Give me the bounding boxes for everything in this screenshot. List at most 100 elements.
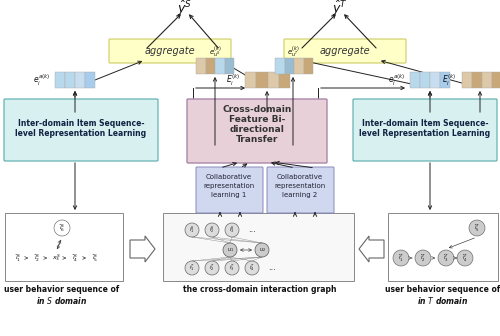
Text: $\hat{y}^S$: $\hat{y}^S$ <box>178 0 192 17</box>
Text: $i_4^T$: $i_4^T$ <box>249 263 255 274</box>
Text: $i_2^S$: $i_2^S$ <box>209 224 215 236</box>
Bar <box>304 58 313 74</box>
Bar <box>196 58 205 74</box>
Bar <box>294 58 304 74</box>
Text: $\hat{i}_1^T$: $\hat{i}_1^T$ <box>398 252 404 263</box>
Text: representation: representation <box>204 183 254 189</box>
Bar <box>275 58 284 74</box>
Bar <box>472 72 482 88</box>
Text: aggregate: aggregate <box>320 46 370 56</box>
Text: $i_1^S$: $i_1^S$ <box>189 224 195 236</box>
Text: $e_{u^S}^{(k)}$: $e_{u^S}^{(k)}$ <box>208 44 222 59</box>
Text: $\hat{i}_5^S$: $\hat{i}_5^S$ <box>92 252 98 264</box>
Bar <box>55 72 65 88</box>
Text: ...: ... <box>248 225 256 235</box>
Circle shape <box>469 220 485 236</box>
FancyBboxPatch shape <box>187 99 327 163</box>
Bar <box>268 72 279 88</box>
Bar <box>224 58 234 74</box>
Bar <box>482 72 492 88</box>
Circle shape <box>205 223 219 237</box>
Text: $x_3^S$: $x_3^S$ <box>52 253 60 263</box>
Text: $i_3^T$: $i_3^T$ <box>229 263 235 274</box>
Text: $u_2$: $u_2$ <box>258 246 266 254</box>
FancyBboxPatch shape <box>267 167 334 213</box>
Text: the cross-domain interaction graph: the cross-domain interaction graph <box>183 286 337 294</box>
Bar <box>410 72 420 88</box>
Text: Collaborative: Collaborative <box>206 174 252 180</box>
Bar <box>215 58 224 74</box>
Circle shape <box>438 250 454 266</box>
Text: $\hat{i}_4^T$: $\hat{i}_4^T$ <box>462 252 468 263</box>
Circle shape <box>225 223 239 237</box>
Text: Feature Bi-: Feature Bi- <box>229 116 285 125</box>
Text: in $S$ domain: in $S$ domain <box>36 294 88 305</box>
Bar <box>75 72 85 88</box>
FancyBboxPatch shape <box>109 39 231 63</box>
Bar <box>430 72 440 88</box>
Circle shape <box>393 250 409 266</box>
FancyArrow shape <box>130 236 155 262</box>
Text: $\hat{i}_4^S$: $\hat{i}_4^S$ <box>72 252 78 264</box>
Text: user behavior sequence of: user behavior sequence of <box>386 286 500 294</box>
Text: learning 1: learning 1 <box>212 192 246 198</box>
Bar <box>206 58 215 74</box>
Bar <box>5 213 123 281</box>
Text: $\hat{y}^T$: $\hat{y}^T$ <box>332 0 348 17</box>
Text: level Representation Learning: level Representation Learning <box>360 128 490 137</box>
Text: Inter-domain Item Sequence-: Inter-domain Item Sequence- <box>18 119 144 127</box>
Bar <box>492 72 500 88</box>
Text: ...: ... <box>268 263 276 272</box>
Text: $\hat{i}_2^S$: $\hat{i}_2^S$ <box>34 252 40 264</box>
Circle shape <box>185 261 199 275</box>
Bar <box>256 72 268 88</box>
Text: Collaborative: Collaborative <box>277 174 323 180</box>
Bar <box>462 72 472 88</box>
Text: Cross-domain: Cross-domain <box>222 106 292 115</box>
Circle shape <box>185 223 199 237</box>
Bar <box>245 72 256 88</box>
Text: $e_i^{a(k)}$: $e_i^{a(k)}$ <box>388 72 406 88</box>
Bar <box>284 58 294 74</box>
Text: $i_1^T$: $i_1^T$ <box>189 263 195 274</box>
FancyArrow shape <box>359 236 384 262</box>
Text: $E_i^{(k)}$: $E_i^{(k)}$ <box>226 72 240 88</box>
Circle shape <box>255 243 269 257</box>
Circle shape <box>223 243 237 257</box>
Circle shape <box>205 261 219 275</box>
Text: learning 2: learning 2 <box>282 192 318 198</box>
Bar <box>440 72 450 88</box>
Text: $u_1$: $u_1$ <box>226 246 234 254</box>
Text: Inter-domain Item Sequence-: Inter-domain Item Sequence- <box>362 119 488 127</box>
Text: in $T$ domain: in $T$ domain <box>418 294 469 305</box>
Circle shape <box>225 261 239 275</box>
FancyBboxPatch shape <box>284 39 406 63</box>
Text: level Representation Learning: level Representation Learning <box>16 128 146 137</box>
Text: aggregate: aggregate <box>144 46 196 56</box>
Circle shape <box>54 220 70 236</box>
Text: Transfer: Transfer <box>236 135 278 144</box>
Text: $e_{u^T}^{(k)}$: $e_{u^T}^{(k)}$ <box>286 44 300 59</box>
Text: $\hat{i}_1^S$: $\hat{i}_1^S$ <box>15 252 21 264</box>
Text: $\hat{i}_3^T$: $\hat{i}_3^T$ <box>443 252 449 263</box>
FancyBboxPatch shape <box>353 99 497 161</box>
FancyBboxPatch shape <box>4 99 158 161</box>
Text: representation: representation <box>274 183 326 189</box>
Text: $E_i^{(k)}$: $E_i^{(k)}$ <box>442 72 456 88</box>
Text: $\hat{i}_5^T$: $\hat{i}_5^T$ <box>474 222 480 234</box>
Text: $\hat{i}_6^S$: $\hat{i}_6^S$ <box>59 222 65 234</box>
Text: $\hat{i}_2^T$: $\hat{i}_2^T$ <box>420 252 426 263</box>
Circle shape <box>245 261 259 275</box>
Bar <box>163 213 354 281</box>
Bar <box>65 72 75 88</box>
Text: directional: directional <box>230 126 284 134</box>
Bar <box>279 72 290 88</box>
Text: $i_3^S$: $i_3^S$ <box>229 224 235 236</box>
Bar <box>85 72 95 88</box>
FancyBboxPatch shape <box>196 167 263 213</box>
Text: $e_i^{a(k)}$: $e_i^{a(k)}$ <box>34 72 50 88</box>
Circle shape <box>415 250 431 266</box>
Bar <box>388 213 498 281</box>
Text: user behavior sequence of: user behavior sequence of <box>4 286 119 294</box>
Text: $i_2^T$: $i_2^T$ <box>209 263 215 274</box>
